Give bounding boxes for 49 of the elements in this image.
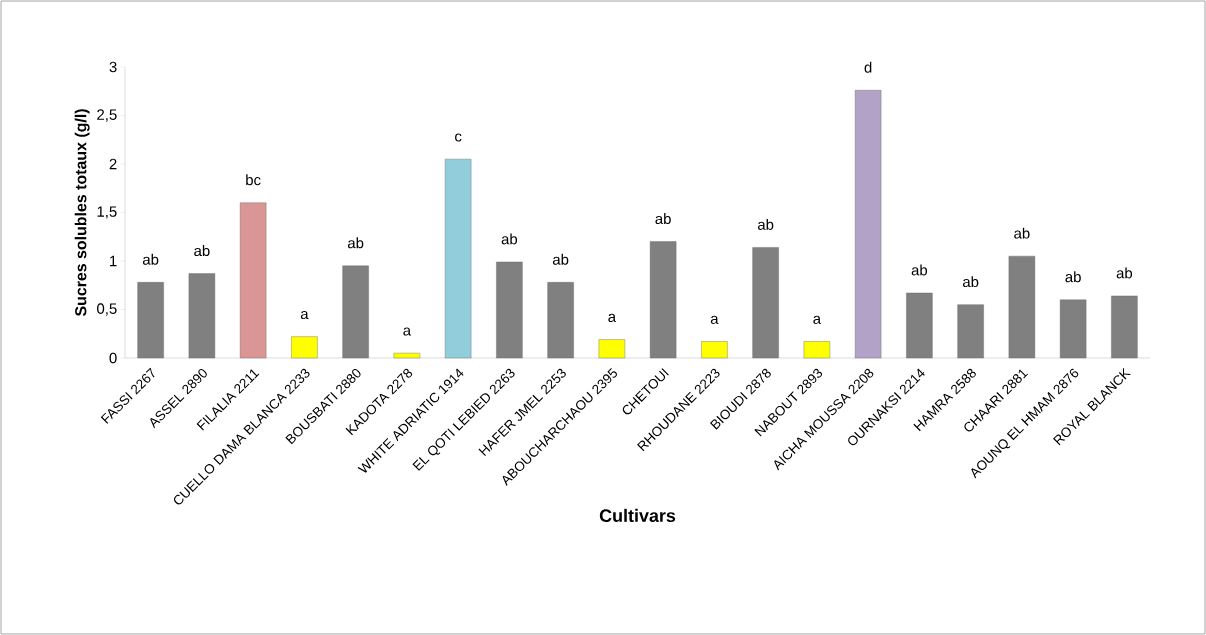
annotation: ab <box>501 233 518 245</box>
y-tick-label: 0 <box>109 352 117 364</box>
bar <box>188 273 216 359</box>
y-axis-title: Sucres solubles totaux (g/l) <box>74 109 90 317</box>
bar <box>803 341 831 359</box>
annotation: d <box>864 61 872 73</box>
bar <box>393 352 421 359</box>
annotation: ab <box>142 253 159 265</box>
bar <box>752 247 779 359</box>
bar <box>1008 255 1036 359</box>
annotation: ab <box>1116 267 1133 279</box>
bar <box>291 336 318 359</box>
bar <box>957 304 984 359</box>
bar <box>598 339 626 359</box>
bar <box>1059 299 1087 359</box>
annotation: ab <box>962 276 979 288</box>
bar <box>137 282 164 359</box>
annotation: a <box>813 315 822 324</box>
annotation: a <box>300 310 309 320</box>
bar <box>701 341 728 359</box>
y-tick-label: 3 <box>109 61 117 73</box>
y-tick-label: 0,5 <box>97 303 117 316</box>
bar <box>547 282 574 359</box>
annotation: a <box>710 315 719 324</box>
annotation: bc <box>246 174 261 186</box>
bar <box>906 292 933 359</box>
y-tick-label: 2,5 <box>97 109 117 122</box>
bar <box>342 265 369 359</box>
annotation: ab <box>194 245 210 257</box>
annotation: ab <box>1014 227 1030 239</box>
bar <box>1111 295 1138 359</box>
annotation: c <box>455 133 462 142</box>
annotation: ab <box>552 253 569 265</box>
annotation: a <box>403 327 412 336</box>
bar <box>854 90 882 359</box>
y-tick-label: 1,5 <box>97 206 117 219</box>
bar <box>239 202 267 359</box>
annotation: ab <box>757 218 774 230</box>
bar <box>444 158 472 359</box>
y-tick-label: 2 <box>109 158 117 170</box>
y-tick-label: 1 <box>110 255 117 267</box>
annotation: ab <box>655 213 671 225</box>
x-axis-title: Cultivars <box>599 508 676 522</box>
annotation: ab <box>911 264 928 276</box>
annotation: ab <box>1065 271 1081 283</box>
annotation: a <box>608 313 617 323</box>
bar <box>496 261 523 359</box>
annotation: ab <box>347 237 364 249</box>
bar <box>649 241 677 359</box>
